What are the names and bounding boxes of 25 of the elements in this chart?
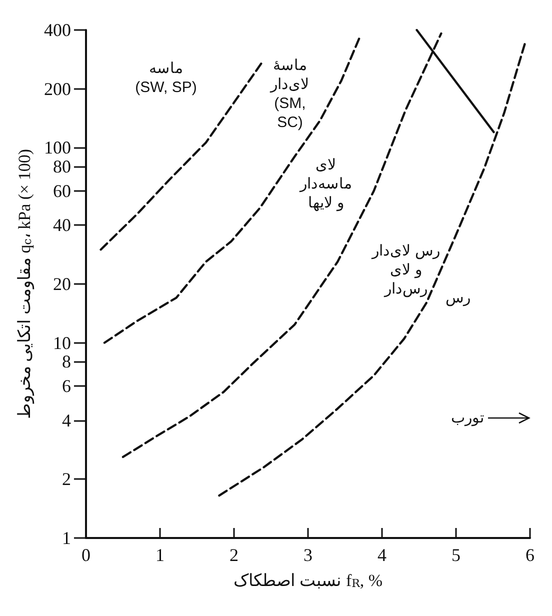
x-tick-label: 0 [82, 545, 90, 565]
y-tick-label: 1 [62, 528, 71, 548]
annotation: لای ماسه‌دار و لایها [299, 156, 352, 212]
y-tick-label: 20 [53, 274, 71, 294]
y-tick-label: 6 [62, 376, 71, 396]
x-tick-label: 4 [378, 545, 386, 565]
x-tick-label: 3 [304, 545, 312, 565]
y-tick-label: 40 [53, 215, 71, 236]
annotation: رس [446, 290, 470, 306]
y-tick-label: 10 [53, 332, 71, 353]
y-tick-label: 200 [44, 78, 71, 99]
y-tick-label: 4 [62, 410, 71, 430]
x-tick-label: 2 [230, 545, 238, 565]
y-tick-label: 60 [53, 180, 71, 201]
x-tick-label: 5 [452, 545, 460, 565]
y-tick-label: 8 [62, 352, 71, 372]
x-tick-label: 6 [526, 545, 534, 565]
y-tick-label: 100 [44, 138, 71, 158]
y-tick-label: 400 [44, 20, 71, 40]
annotation: رس لای‌دار و لای رس‌دار [370, 242, 440, 298]
y-tick-label: 80 [53, 156, 71, 176]
line-series [100, 60, 264, 251]
y-tick-label: 2 [62, 469, 71, 490]
annotation: تورب [451, 410, 484, 426]
x-tick-label: 1 [156, 545, 164, 565]
